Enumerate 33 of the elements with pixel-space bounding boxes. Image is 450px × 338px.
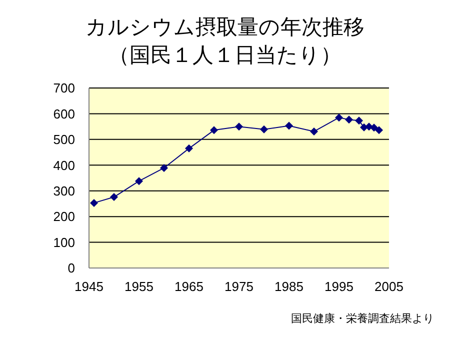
- y-tick-label: 200: [53, 209, 75, 224]
- x-tick-label: 1985: [274, 279, 304, 294]
- x-tick-label: 1955: [124, 279, 154, 294]
- point: [160, 164, 168, 172]
- point: [310, 127, 318, 136]
- x-tick-label: 1995: [324, 279, 354, 294]
- point: [375, 126, 383, 134]
- point: [345, 116, 353, 124]
- x-tick-label: 1945: [74, 279, 104, 294]
- y-tick-label: 700: [53, 80, 75, 96]
- y-tick-label: 400: [53, 158, 75, 173]
- chart-title: カルシウム摂取量の年次推移: [84, 15, 366, 41]
- point: [135, 177, 143, 186]
- point: [355, 116, 363, 125]
- y-tick-label: 600: [53, 106, 75, 122]
- point: [285, 122, 293, 130]
- x-tick-label: 1975: [224, 279, 254, 294]
- x-tick-label: 2005: [374, 279, 404, 294]
- x-tick-label: 1965: [174, 279, 204, 294]
- point: [210, 126, 218, 134]
- point: [370, 124, 378, 132]
- text: 国民健康・栄養調査結果より: [291, 312, 434, 326]
- y-tick-label: 100: [53, 234, 75, 250]
- point: [235, 122, 243, 131]
- y-tick-label: 300: [53, 183, 75, 198]
- point: [110, 193, 118, 202]
- y-tick-label: 500: [53, 132, 75, 148]
- point: [335, 114, 343, 122]
- point: [90, 198, 98, 207]
- y-tick-label: 0: [68, 260, 75, 276]
- chart-subtitle: （国民１人１日当たり）: [108, 43, 342, 69]
- point: [260, 125, 268, 134]
- point: [185, 144, 193, 152]
